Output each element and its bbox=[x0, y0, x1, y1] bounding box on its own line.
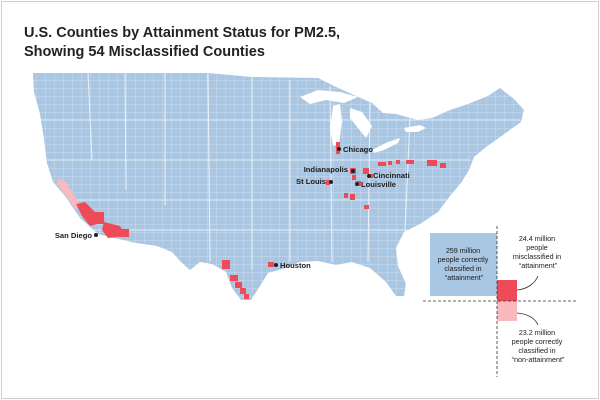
city-label-houston: Houston bbox=[280, 261, 311, 270]
city-st-louis: St Louis bbox=[296, 177, 333, 186]
pennsylvania-county-2 bbox=[406, 160, 414, 164]
legend-misclassified-line-4: “attainment” bbox=[519, 261, 558, 270]
title-line-1: U.S. Counties by Attainment Status for P… bbox=[24, 25, 341, 41]
legend-nonattainment-line-2: people correctly bbox=[512, 337, 563, 346]
legend-nonattainment-line-1: 23.2 million bbox=[519, 328, 555, 337]
city-dot bbox=[329, 180, 333, 184]
arizona-county bbox=[119, 229, 129, 237]
city-dot bbox=[355, 182, 359, 186]
stlouis-county bbox=[326, 180, 330, 185]
title-line-2: Showing 54 Misclassified Counties bbox=[24, 44, 265, 60]
population-legend: 259 million people correctly classified … bbox=[423, 226, 577, 377]
legend-attainment-line-3: classified in bbox=[444, 264, 481, 273]
great-lakes bbox=[300, 90, 426, 153]
ohio-county-2 bbox=[378, 162, 386, 166]
legend-misclassified-line-1: 24.4 million bbox=[519, 234, 555, 243]
legend-misclassified-line-2: people bbox=[526, 243, 548, 252]
city-cincinnati: Cincinnati bbox=[367, 171, 410, 180]
city-dot bbox=[274, 263, 278, 267]
ohio-county-3 bbox=[388, 161, 392, 165]
legend-nonattainment-line-4: “non-attainment” bbox=[512, 355, 565, 364]
lake-huron bbox=[350, 108, 372, 138]
city-label-chicago: Chicago bbox=[343, 145, 373, 154]
city-label-cincinnati: Cincinnati bbox=[373, 171, 410, 180]
pennsylvania-county-3 bbox=[427, 160, 437, 166]
city-dot bbox=[367, 174, 371, 178]
tx-border-county-4 bbox=[244, 294, 249, 299]
tx-border-county-2 bbox=[235, 282, 242, 288]
pennsylvania-county-4 bbox=[440, 163, 446, 168]
tx-border-county-1 bbox=[230, 275, 238, 281]
legend-attainment-line-1: 259 million bbox=[446, 246, 480, 255]
city-label-san-diego: San Diego bbox=[55, 231, 92, 240]
city-louisville: Louisville bbox=[355, 180, 396, 189]
legend-nonattainment-box bbox=[497, 301, 517, 321]
legend-leader-misclassified bbox=[516, 275, 539, 291]
map-title: U.S. Counties by Attainment Status for P… bbox=[24, 24, 340, 62]
legend-misclassified-box bbox=[497, 280, 517, 301]
city-label-st-louis: St Louis bbox=[296, 177, 326, 186]
legend-nonattainment-text: 23.2 million people correctly classified… bbox=[512, 328, 565, 364]
city-san-diego: San Diego bbox=[55, 231, 98, 240]
california-central-valley bbox=[57, 178, 80, 210]
legend-nonattainment-line-3: classified in bbox=[518, 346, 555, 355]
legend-attainment-line-4: “attainment” bbox=[445, 273, 484, 282]
illinois-county bbox=[344, 193, 348, 198]
indiana-county-2 bbox=[352, 175, 356, 180]
california-inland-empire bbox=[76, 202, 97, 226]
legend-leader-nonattainment bbox=[516, 312, 539, 326]
california-coastal-county bbox=[94, 212, 104, 224]
lake-ontario bbox=[404, 125, 426, 132]
lake-superior bbox=[300, 90, 358, 104]
pennsylvania-county-1 bbox=[396, 160, 400, 164]
city-dot bbox=[94, 233, 98, 237]
legend-attainment-line-2: people correctly bbox=[438, 255, 489, 264]
houston-county bbox=[268, 262, 274, 267]
city-indianapolis: Indianapolis bbox=[304, 165, 355, 174]
city-label-louisville: Louisville bbox=[361, 180, 396, 189]
nm-county bbox=[222, 260, 230, 269]
legend-misclassified-text: 24.4 million people misclassified in “at… bbox=[513, 234, 563, 270]
legend-misclassified-line-3: misclassified in bbox=[513, 252, 561, 261]
city-houston: Houston bbox=[274, 261, 311, 270]
lake-michigan bbox=[330, 104, 342, 146]
city-label-indianapolis: Indianapolis bbox=[304, 165, 348, 174]
legend-attainment-text: 259 million people correctly classified … bbox=[438, 246, 491, 282]
kentucky-county bbox=[350, 194, 355, 200]
city-markers: Chicago Indianapolis St Louis Cincinnati… bbox=[55, 145, 410, 270]
misclassified-counties bbox=[76, 142, 446, 299]
legend-attainment-box bbox=[430, 233, 497, 296]
lake-erie bbox=[372, 138, 400, 153]
virginia-county bbox=[364, 205, 369, 209]
city-chicago: Chicago bbox=[337, 145, 373, 154]
city-dot bbox=[337, 147, 341, 151]
ohio-county-1 bbox=[363, 168, 369, 174]
city-dot bbox=[351, 169, 355, 173]
tx-border-county-3 bbox=[240, 288, 246, 294]
